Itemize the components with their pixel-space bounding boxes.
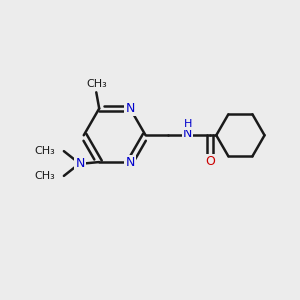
- Text: N: N: [183, 127, 192, 140]
- Text: H: H: [184, 119, 192, 129]
- Text: CH₃: CH₃: [34, 146, 55, 156]
- Text: O: O: [205, 155, 215, 168]
- Text: N: N: [125, 102, 135, 115]
- Text: CH₃: CH₃: [86, 79, 106, 89]
- Text: N: N: [125, 156, 135, 169]
- Text: CH₃: CH₃: [34, 171, 55, 181]
- Text: N: N: [75, 157, 85, 170]
